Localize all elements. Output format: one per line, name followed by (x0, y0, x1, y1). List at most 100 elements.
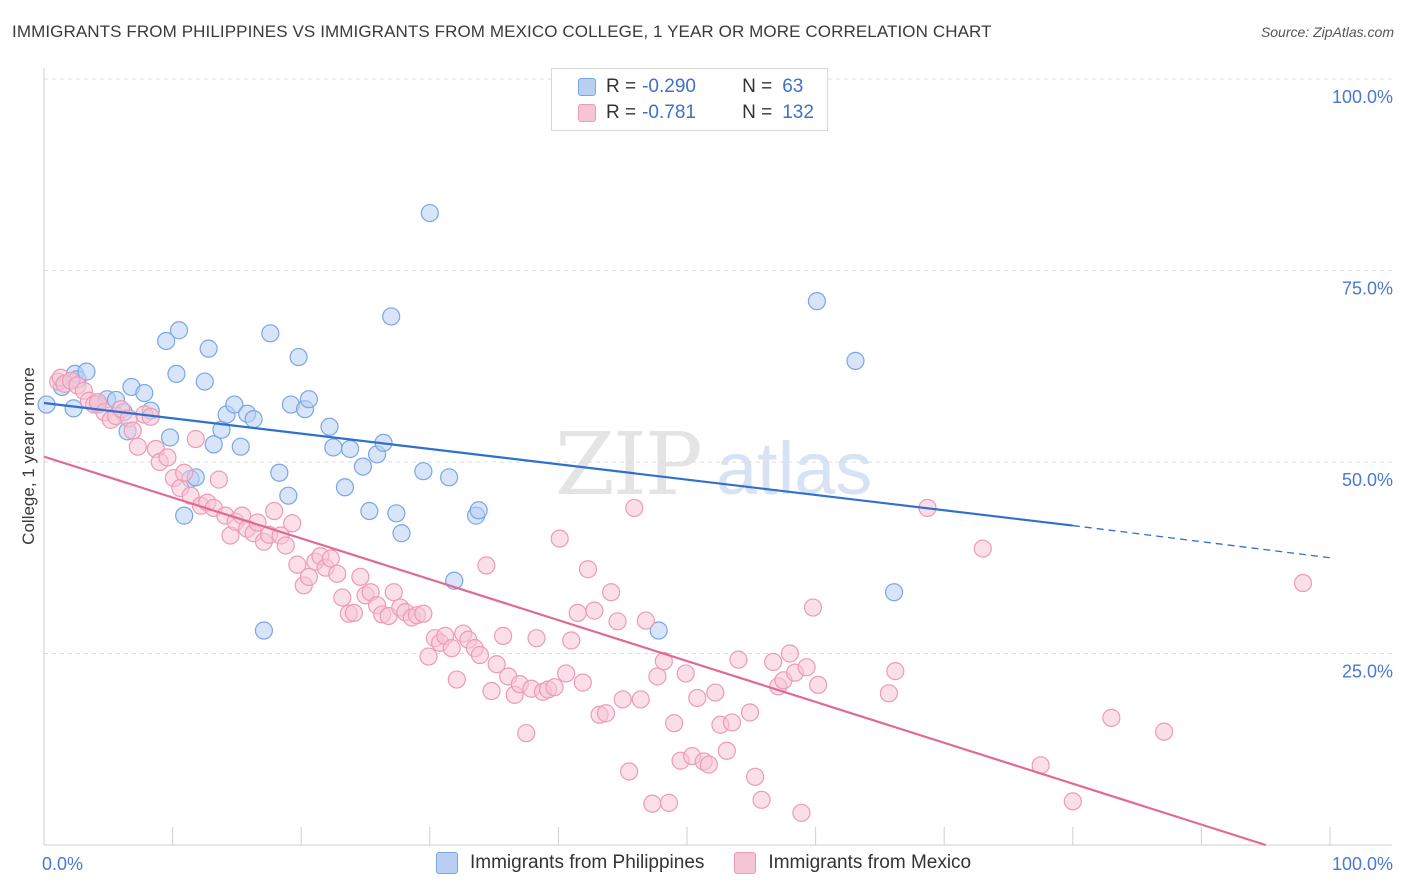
data-point (729, 650, 748, 669)
data-point (676, 664, 695, 683)
data-point (64, 399, 83, 418)
data-point (1293, 573, 1313, 593)
data-point (225, 395, 244, 414)
data-point (299, 567, 319, 587)
data-point (792, 803, 811, 822)
data-point (186, 429, 205, 449)
data-point (320, 417, 339, 436)
data-point (299, 390, 319, 409)
data-point (659, 793, 679, 812)
data-point (740, 703, 760, 722)
data-point (1063, 792, 1082, 811)
data-point (135, 383, 154, 403)
bottom-legend-mexico: Immigrants from Mexico (734, 852, 971, 874)
data-point (469, 501, 488, 520)
data-point (419, 647, 438, 666)
bottom-legend-label: Immigrants from Philippines (470, 852, 705, 873)
data-point (289, 347, 308, 367)
data-point (613, 690, 632, 709)
data-point (335, 478, 355, 497)
data-point (573, 673, 592, 692)
data-point (244, 410, 263, 429)
data-point (517, 724, 536, 743)
data-point (439, 468, 459, 487)
data-point (254, 621, 274, 640)
data-point (384, 583, 403, 602)
data-point (288, 555, 307, 574)
trend-line-philippines (43, 401, 1073, 527)
data-point (414, 462, 433, 481)
data-point (649, 621, 668, 640)
data-point (477, 556, 496, 575)
data-point (324, 438, 343, 457)
data-point (328, 564, 347, 583)
data-point (261, 324, 280, 343)
data-point (527, 629, 546, 648)
x-tick-label: 0.0% (42, 854, 83, 874)
data-point (231, 437, 250, 456)
y-tick-label: 75.0% (1342, 279, 1393, 299)
data-point (973, 539, 992, 558)
data-point (620, 762, 639, 781)
data-point (494, 626, 513, 645)
data-point (128, 437, 147, 456)
legend-r-value: -0.781 (642, 102, 696, 123)
data-point (807, 292, 826, 311)
data-point (596, 704, 616, 723)
legend-n-value: 63 (782, 76, 804, 97)
data-point (482, 681, 501, 701)
data-point (77, 362, 96, 381)
data-point (175, 463, 194, 482)
legend-swatch-pink (578, 104, 596, 122)
data-point (283, 514, 302, 533)
trend-line-philippines-extension (1072, 524, 1331, 559)
data-point (557, 664, 576, 683)
grid-lines (44, 78, 1392, 654)
data-point (1155, 722, 1174, 741)
data-point (585, 601, 604, 620)
data-point (879, 684, 899, 703)
data-point (158, 448, 177, 467)
data-point (578, 560, 598, 579)
data-point (1102, 708, 1121, 727)
data-point (470, 645, 490, 665)
data-point (643, 794, 662, 813)
data-point (209, 470, 228, 489)
data-point (199, 339, 218, 358)
data-point (204, 435, 223, 454)
legend-row-philippines: R = -0.290 N = 63 (578, 75, 803, 99)
data-point (447, 670, 466, 689)
data-point (797, 658, 816, 677)
data-point (602, 583, 621, 602)
series-mexico-points (49, 368, 1313, 822)
data-point (665, 714, 684, 733)
legend-r-label: R = (606, 76, 637, 97)
data-point (195, 372, 214, 391)
data-point (414, 604, 433, 623)
data-point (636, 611, 655, 630)
data-point (487, 655, 506, 674)
data-point (648, 667, 667, 686)
data-point (764, 652, 783, 672)
data-point (167, 364, 186, 384)
data-point (392, 524, 411, 543)
legend-n-value: 132 (782, 102, 814, 123)
trend-lines (43, 401, 1331, 847)
data-point (752, 790, 771, 809)
axes (43, 68, 1392, 846)
data-point (803, 598, 823, 617)
data-point (382, 307, 401, 326)
data-point (157, 331, 176, 351)
data-point (123, 421, 142, 440)
data-point (625, 498, 644, 518)
series-philippines-points (37, 203, 904, 640)
data-point (265, 501, 284, 521)
data-point (706, 683, 725, 702)
bottom-legend: Immigrants from Philippines Immigrants f… (436, 852, 1001, 874)
data-point (809, 675, 828, 695)
data-point (608, 612, 627, 631)
data-point (279, 486, 298, 505)
data-point (568, 603, 587, 623)
data-point (160, 428, 180, 447)
